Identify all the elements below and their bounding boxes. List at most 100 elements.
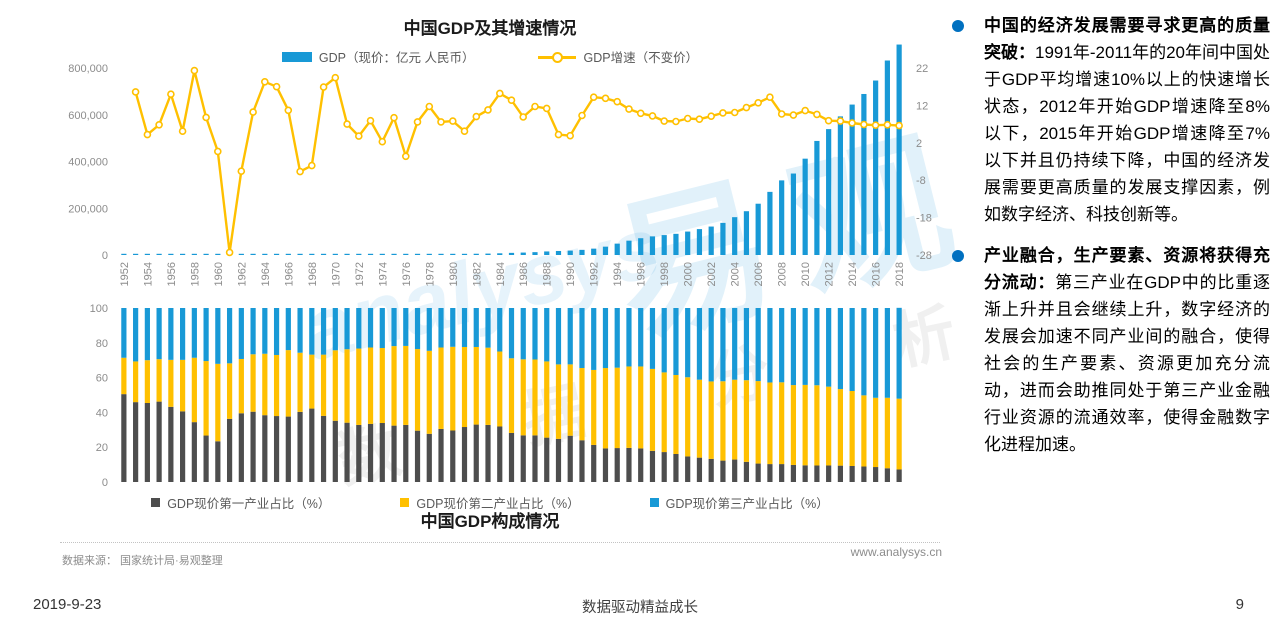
composition-bar-segment (579, 308, 585, 369)
x-axis-tick: 2000 (683, 262, 695, 286)
gdp-bar (790, 173, 797, 255)
gdp-bar (779, 180, 785, 255)
gdp-bar (614, 243, 620, 255)
composition-bar-segment (203, 361, 209, 436)
composition-bar-segment (544, 437, 550, 482)
composition-bar-segment (332, 420, 338, 482)
gdp-bar (508, 252, 515, 255)
x-axis-tick: 2018 (894, 262, 906, 286)
composition-bar-segment (861, 395, 867, 467)
gdp-growth-point (507, 96, 516, 105)
gdp-growth-point (472, 112, 481, 121)
composition-bar-segment (168, 359, 174, 407)
composition-bar-segment (344, 308, 350, 350)
composition-bar-segment (367, 347, 374, 424)
gdp-growth-point (214, 147, 222, 156)
composition-bar-segment (602, 308, 609, 369)
right-axis-tick: 12 (916, 100, 928, 112)
gdp-bar (379, 253, 385, 255)
composition-bar-segment (379, 348, 385, 424)
gdp-growth-point (131, 88, 140, 96)
composition-bar-segment (685, 308, 691, 378)
x-axis-tick: 1972 (354, 262, 366, 286)
x-axis-tick: 1998 (659, 262, 671, 286)
composition-bar-segment (238, 358, 244, 414)
legend-item-tertiary: GDP现价第三产业占比（%） (649, 493, 829, 512)
footer-slogan: 数据驱动精益成长 (582, 600, 698, 616)
gdp-growth-point (202, 113, 210, 122)
composition-bar-segment (591, 369, 597, 445)
composition-bar-segment (332, 350, 338, 421)
gdp-growth-point (178, 127, 187, 135)
composition-bar-segment (591, 308, 597, 370)
gdp-growth-point (237, 167, 246, 175)
composition-bar-segment (708, 308, 714, 382)
legend-label-primary: GDP现价第一产业占比（%） (167, 497, 331, 511)
composition-bar-segment (661, 372, 667, 453)
composition-bar-segment (661, 308, 667, 373)
gdp-bar (849, 104, 855, 255)
composition-bar-segment (391, 425, 397, 482)
composition-bar-segment (238, 413, 244, 482)
composition-bar-segment (273, 308, 280, 355)
composition-bar-segment (226, 363, 233, 419)
composition-bar-segment (638, 308, 644, 367)
composition-bar-segment (461, 346, 468, 428)
composition-bar-segment (391, 346, 397, 426)
gdp-growth-point (660, 117, 669, 125)
composition-bar-segment (414, 349, 421, 431)
gdp-bar (133, 253, 139, 255)
composition-bar-segment (802, 384, 808, 466)
gdp-bar (461, 253, 468, 255)
composition-bar-segment (285, 416, 291, 482)
composition-bar-segment (626, 308, 632, 367)
x-axis-tick: 1978 (424, 262, 436, 286)
composition-bar-segment (426, 308, 432, 351)
composition-bar-segment (532, 359, 538, 436)
composition-bar-segment (861, 466, 867, 482)
composition-bar-segment (638, 366, 644, 449)
gdp-growth-point (848, 119, 856, 127)
composition-bar-segment (532, 435, 538, 482)
composition-bar-segment (873, 467, 879, 482)
gdp-bar (391, 253, 397, 255)
composition-bar-segment (685, 377, 691, 457)
x-axis-tick: 1970 (330, 262, 342, 286)
composition-bar-segment (238, 308, 244, 359)
gdp-bar (602, 246, 609, 255)
gdp-growth-point (531, 102, 539, 111)
x-axis-tick: 1956 (166, 262, 178, 286)
composition-bar-segment (814, 465, 820, 482)
website-link[interactable]: www.analysys.cn (850, 545, 942, 559)
gdp-bar (485, 253, 491, 255)
left-axis-tick: 200,000 (68, 203, 108, 215)
composition-bar-segment (215, 441, 221, 482)
composition-bar-segment (614, 308, 620, 368)
composition-bar-segment (215, 363, 221, 442)
composition-bar-segment (673, 453, 679, 482)
composition-bar-segment (320, 415, 327, 482)
composition-bar-segment (461, 427, 468, 482)
y-axis-tick: 80 (96, 338, 108, 350)
x-axis-tick: 1962 (236, 262, 248, 286)
gdp-bar (215, 253, 221, 255)
composition-bar-segment (191, 422, 197, 482)
composition-bar-segment (790, 308, 797, 386)
gdp-bar (767, 191, 773, 255)
composition-bar-segment (403, 345, 409, 425)
x-axis-tick: 1990 (565, 262, 577, 286)
composition-bar-segment (673, 308, 679, 375)
composition-bar-segment (367, 423, 374, 482)
composition-bar-segment (367, 308, 374, 348)
composition-bar-segment (861, 308, 867, 396)
composition-bar-segment (191, 308, 197, 358)
gdp-growth-point (824, 116, 833, 125)
composition-bar-segment (262, 308, 268, 354)
composition-bar-segment (180, 308, 186, 360)
composition-bar-segment (485, 424, 491, 482)
composition-bar-segment (450, 430, 456, 482)
x-axis-tick: 1960 (213, 262, 225, 286)
gdp-bar (168, 253, 174, 255)
x-axis-tick: 2004 (730, 262, 742, 286)
gdp-growth-point (636, 109, 645, 118)
